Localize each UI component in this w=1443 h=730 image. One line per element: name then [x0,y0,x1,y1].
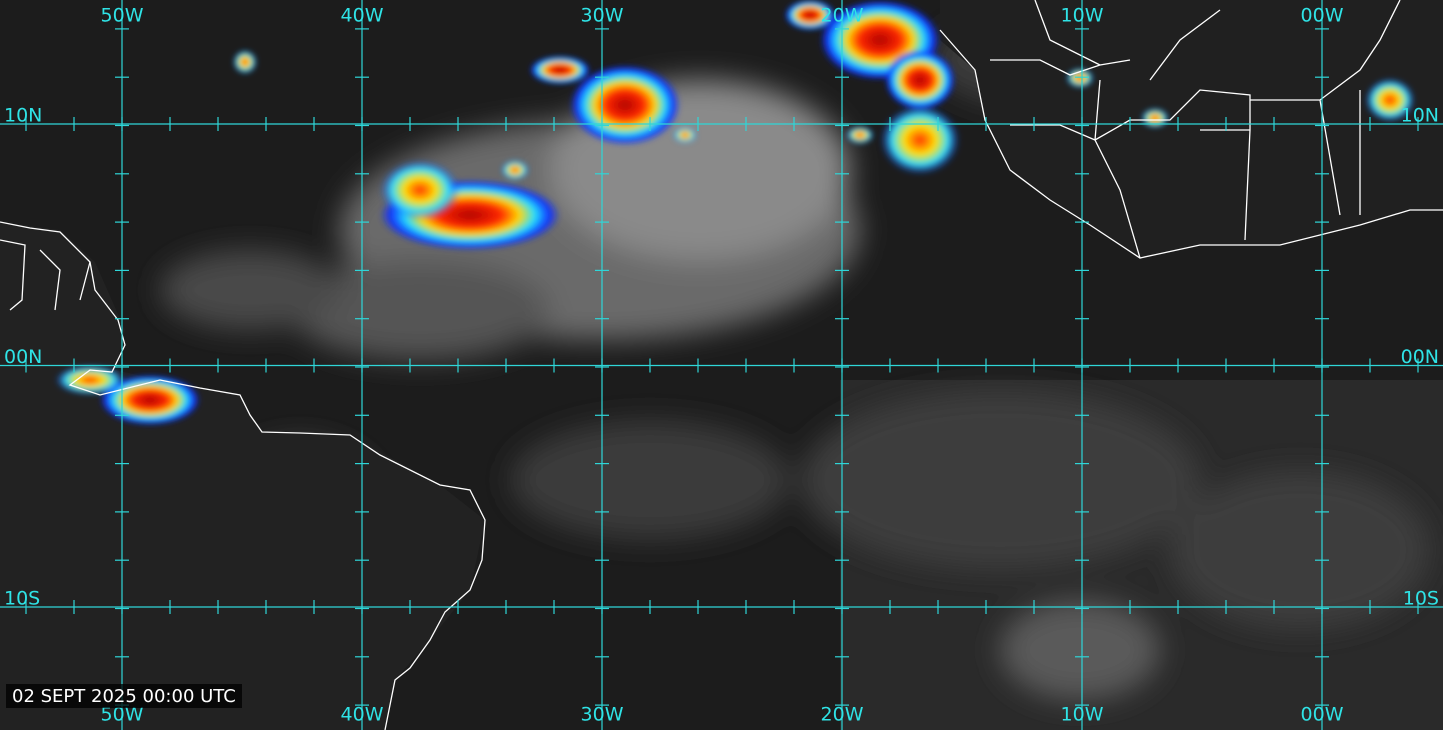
cloud [160,250,340,330]
cloud [1170,470,1430,630]
cloud [800,390,1200,570]
longitude-label: 00W [1301,704,1344,726]
storm [100,375,200,425]
latitude-label: 10N [1401,105,1439,127]
longitude-label: 40W [341,5,384,27]
longitude-label: 20W [821,5,864,27]
storm [1141,108,1169,128]
longitude-label: 00W [1301,5,1344,27]
longitude-label: 40W [341,704,384,726]
storm [55,365,125,395]
storm [570,65,680,145]
longitude-label: 10W [1061,5,1104,27]
storm [846,126,874,144]
south-america [0,222,485,730]
africa [940,0,1443,258]
border [0,239,91,311]
timestamp-box [6,684,242,708]
cloud [1000,600,1160,700]
storm [233,50,257,74]
graticule-labels: 50W 40W 30W 20W 10W 00W 50W 40W 30W 20W 10W 00W 10N 1… [4,5,1439,726]
coastline [0,221,486,730]
longitude-label: 30W [581,5,624,27]
storm [1365,78,1415,122]
latitude-label: 10S [1403,588,1439,610]
storm [380,160,460,220]
storm [1066,68,1094,88]
border [990,0,1401,259]
longitude-label: 20W [821,704,864,726]
storm [501,160,529,180]
storm [673,127,697,143]
latitude-label: 00N [4,346,42,368]
longitude-label: 50W [101,704,144,726]
latitude-label: 00N [1401,346,1439,368]
coastline [939,29,1443,259]
storm [885,50,955,110]
longitude-label: 50W [101,5,144,27]
cloud [290,260,550,360]
cloud [510,420,790,540]
timestamp: 02 SEPT 2025 00:00 UTC [12,686,236,707]
latitude-label: 10S [4,588,40,610]
longitude-label: 10W [1061,704,1104,726]
storm [785,0,835,30]
latitude-label: 10N [4,105,42,127]
storm [530,56,590,84]
storm [880,105,960,175]
longitude-label: 30W [581,704,624,726]
